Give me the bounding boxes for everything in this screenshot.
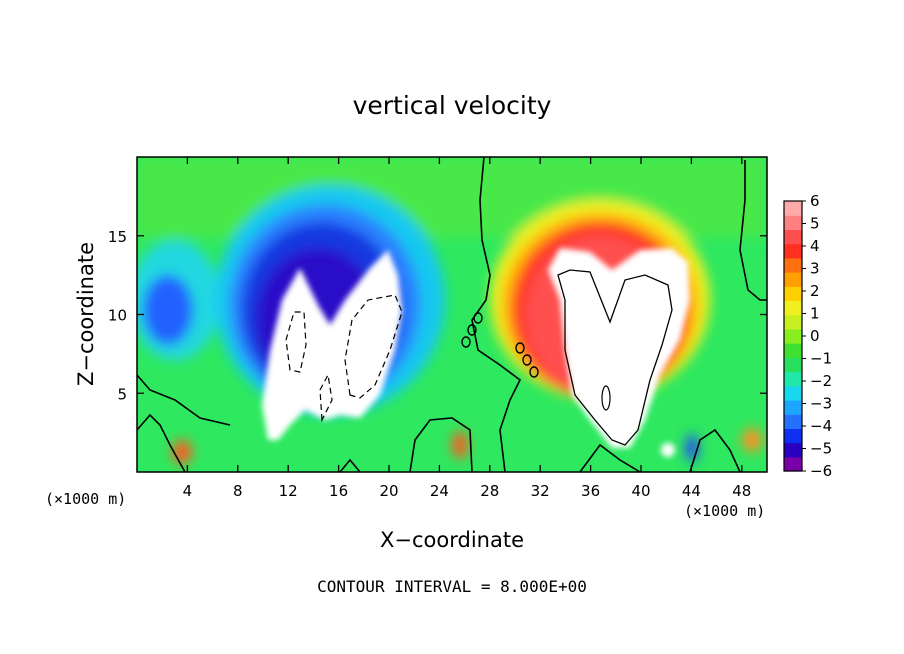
colorbar-label: 3 bbox=[810, 260, 820, 278]
x-tick-label: 40 bbox=[631, 482, 650, 500]
x-tick-label: 24 bbox=[430, 482, 449, 500]
z-tick-label: 5 bbox=[117, 385, 127, 403]
colorbar-swatch bbox=[784, 456, 802, 472]
z-tick-label: 15 bbox=[108, 228, 127, 246]
colorbar-swatch bbox=[784, 300, 802, 316]
colorbar-label: −2 bbox=[810, 372, 832, 390]
colorbar-swatch bbox=[784, 399, 802, 415]
colorbar-swatch bbox=[784, 414, 802, 429]
x-tick-label: 12 bbox=[279, 482, 298, 500]
x-tick-label: 16 bbox=[329, 482, 348, 500]
colorbar-label: 5 bbox=[810, 215, 820, 233]
zero-contours bbox=[137, 157, 767, 472]
x-axis: 4 8 12 16 20 24 28 32 36 40 44 48 bbox=[183, 157, 751, 500]
colorbar-swatch bbox=[784, 229, 802, 245]
x-tick-label: 44 bbox=[682, 482, 701, 500]
colorbar-swatch bbox=[784, 328, 802, 344]
colorbar-swatch bbox=[784, 272, 802, 287]
colorbar-swatch bbox=[784, 243, 802, 259]
colorbar-swatch bbox=[784, 428, 802, 444]
colorbar-label: −1 bbox=[810, 350, 832, 368]
colorbar-swatch bbox=[784, 286, 802, 302]
colorbar-label: −6 bbox=[810, 462, 832, 480]
colorbar-swatch bbox=[784, 357, 802, 373]
colorbar-label: 0 bbox=[810, 327, 820, 345]
updraft-inner-contour bbox=[601, 385, 611, 411]
saturated-cores bbox=[262, 248, 690, 457]
x-tick-label: 8 bbox=[233, 482, 243, 500]
z-axis: 5 10 15 bbox=[108, 228, 767, 403]
contour-interval-label: CONTOUR INTERVAL = 8.000E+00 bbox=[317, 577, 587, 596]
colorbar-label: 2 bbox=[810, 282, 820, 300]
small-contours bbox=[461, 312, 539, 378]
colorbar-swatch bbox=[784, 215, 802, 231]
x-unit-right: (×1000 m) bbox=[684, 502, 765, 520]
colorbar-label: −3 bbox=[810, 395, 832, 413]
x-tick-label: 36 bbox=[581, 482, 600, 500]
x-tick-label: 48 bbox=[732, 482, 751, 500]
colorbar-swatch bbox=[784, 314, 802, 330]
x-unit-left: (×1000 m) bbox=[45, 490, 126, 508]
colorbar: 6 5 4 3 2 1 0 −1 −2 −3 −4 −5 −6 bbox=[783, 192, 832, 480]
x-tick-label: 20 bbox=[379, 482, 398, 500]
colorbar-label: 4 bbox=[810, 237, 820, 255]
x-axis-label: X−coordinate bbox=[380, 528, 524, 552]
colorbar-swatch bbox=[784, 371, 802, 387]
negative-contours bbox=[285, 294, 403, 423]
plot-area bbox=[137, 157, 767, 472]
updraft-contour bbox=[557, 269, 673, 446]
colorbar-label: −5 bbox=[810, 440, 832, 458]
colorbar-label: 6 bbox=[810, 192, 820, 210]
x-tick-label: 28 bbox=[480, 482, 499, 500]
colorbar-swatch bbox=[784, 257, 802, 273]
z-axis-label: Z−coordinate bbox=[74, 242, 98, 386]
colorbar-label: 1 bbox=[810, 305, 820, 323]
colorbar-label: −4 bbox=[810, 417, 832, 435]
colorbar-swatch bbox=[784, 442, 802, 458]
z-tick-label: 10 bbox=[108, 307, 127, 325]
colorbar-swatch bbox=[784, 201, 802, 216]
colorbar-swatch bbox=[784, 385, 802, 401]
x-tick-label: 32 bbox=[531, 482, 550, 500]
colorbar-swatch bbox=[784, 343, 802, 358]
chart-title: vertical velocity bbox=[353, 91, 552, 120]
x-tick-label: 4 bbox=[183, 482, 193, 500]
